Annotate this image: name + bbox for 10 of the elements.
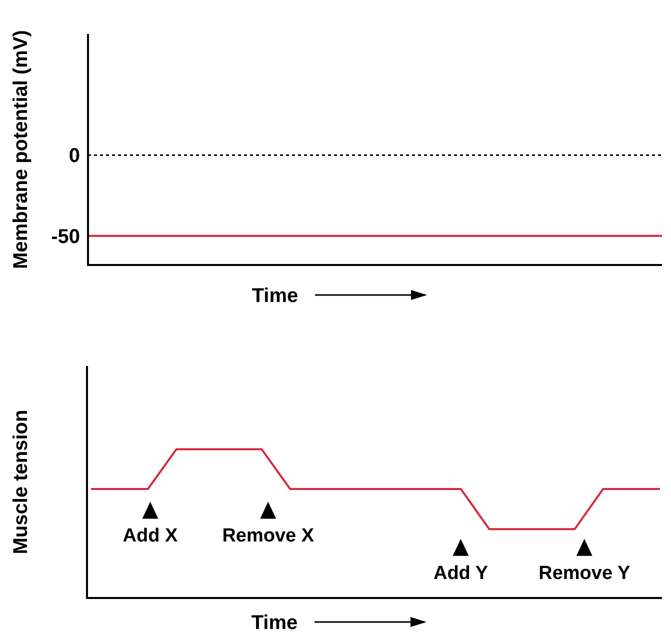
annotation: Add Y (433, 562, 488, 584)
y-axis-title: Membrane potential (mV) (10, 30, 32, 269)
y-axis-title: Muscle tension (10, 410, 32, 554)
x-axis-title: Time (251, 612, 298, 634)
annotation: Remove X (222, 526, 314, 547)
annotation: Remove Y (538, 562, 630, 584)
x-axis-title: Time (252, 285, 298, 307)
y-tick-label: -50 (51, 226, 80, 248)
annotation: Add X (122, 526, 178, 547)
y-tick-label: 0 (68, 145, 80, 168)
